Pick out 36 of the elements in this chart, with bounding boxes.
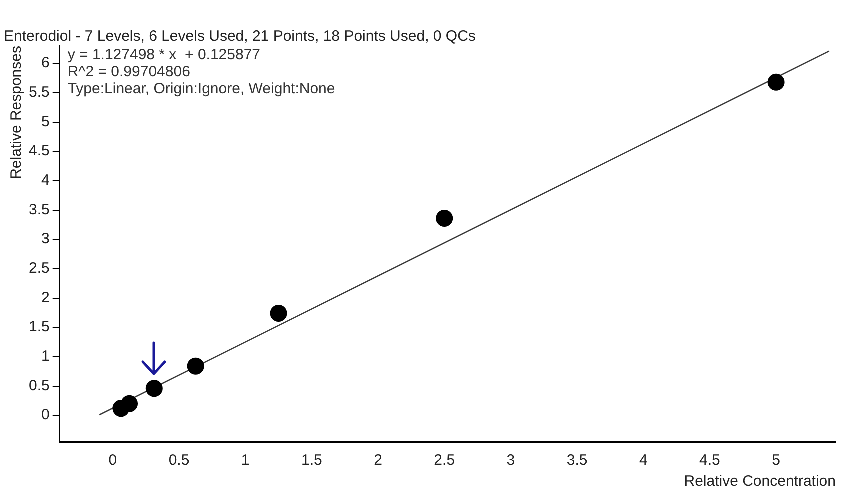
y-axis-title: Relative Responses [8,46,26,180]
chart-title: Enterodiol - 7 Levels, 6 Levels Used, 21 Points, 18 Points Used, 0 QCs [4,28,476,46]
y-tick-label: 4 [42,172,50,190]
x-tick-label: 0.5 [168,452,190,470]
y-tick-label: 3 [42,230,50,248]
point [768,74,785,91]
point [187,358,204,375]
x-tick-label: 4 [639,452,648,470]
y-tick-label: 6 [42,54,50,72]
x-tick-label: 2.5 [434,452,456,470]
y-tick-label: 3.5 [28,201,50,218]
point [146,380,163,398]
x-axis-title: Relative Concentration [684,473,836,490]
annotation: Type:Linear, Origin:Ignore, Weight:None [68,80,336,98]
y-tick-label: 1.5 [28,318,50,336]
y-tick-label: 4.5 [28,142,50,160]
x-tick-label: 4.5 [700,452,720,470]
point [436,210,454,227]
y-tick-label: 0.5 [28,377,50,394]
annotation: y = 1.127498 * x + 0.125877 [68,46,261,64]
y-tick-label: 5.5 [28,84,50,102]
point [121,395,138,412]
x-tick-label: 1 [241,452,250,470]
x-tick-label: 3.5 [566,452,588,470]
annotation: R^2 = 0.99704806 [68,64,190,81]
y-tick-label: 2 [42,289,50,306]
x-tick-label: 2 [374,452,382,470]
x-tick-label: 3 [506,452,516,470]
x-tick-label: 1.5 [302,452,322,470]
y-tick-label: 5 [42,113,50,130]
x-tick-label: 0 [108,452,118,470]
point [270,305,288,322]
y-tick-label: 2.5 [28,260,50,278]
x-tick-label: 5 [772,452,780,470]
y-tick-label: 1 [42,348,50,366]
y-tick-label: 0 [42,406,50,424]
